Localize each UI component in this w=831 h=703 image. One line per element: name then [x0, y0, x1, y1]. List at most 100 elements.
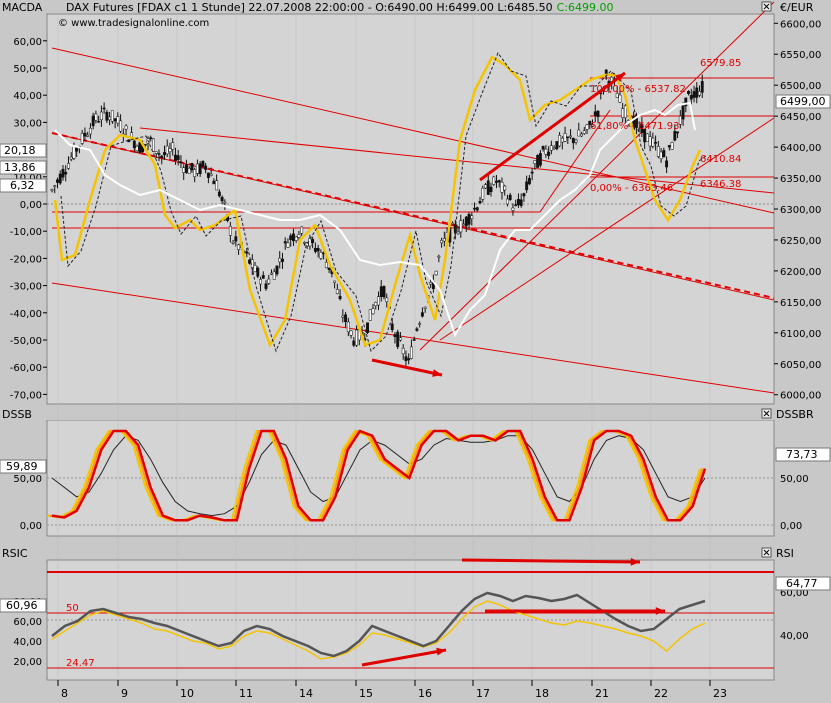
candle-body — [212, 180, 216, 185]
candle-body — [319, 252, 323, 259]
candle-body — [231, 241, 235, 244]
x-axis-label: 15 — [359, 687, 373, 700]
candle-body — [234, 236, 238, 242]
rsi-top-arrow — [461, 558, 641, 564]
dssb-left-label: DSSB — [2, 408, 32, 421]
x-axis-label: 23 — [713, 687, 727, 700]
price-axis-label: 6600,00 — [780, 19, 821, 30]
candle-body — [560, 137, 564, 143]
candle-body — [382, 286, 386, 298]
candle-body — [86, 134, 90, 137]
candle-body — [514, 204, 518, 207]
candle-body — [401, 347, 405, 355]
main-price-badge: 6499,00 — [775, 94, 831, 109]
candle-body — [108, 116, 112, 121]
candle-body — [527, 177, 531, 185]
candle-body — [591, 124, 594, 127]
price-axis-label: 6000,00 — [780, 391, 821, 402]
x-axis-label: 8 — [61, 687, 68, 700]
candle-body — [311, 239, 315, 243]
candle-body — [341, 315, 345, 318]
candle-body — [467, 213, 471, 225]
candle-body — [346, 321, 350, 332]
x-axis-label: 14 — [299, 687, 313, 700]
candle-body — [261, 275, 265, 279]
macd-axis-label: 30,00 — [13, 118, 42, 129]
candle-body — [698, 91, 701, 96]
candle-body — [209, 173, 213, 176]
svg-text:73,73: 73,73 — [786, 448, 818, 461]
candle-body — [259, 279, 262, 285]
channel-bottom-line — [51, 282, 775, 394]
candle-body — [423, 306, 427, 309]
candle-body — [462, 223, 466, 226]
candle-body — [659, 151, 663, 160]
dssb-right-badge: 73,73 — [775, 447, 831, 462]
candle-body — [379, 286, 383, 297]
svg-text:6499,00: 6499,00 — [780, 95, 826, 108]
x-axis-label: 10 — [180, 687, 194, 700]
candle-body — [344, 314, 348, 323]
candle-body — [440, 240, 444, 244]
rsic-left-label: RSIC — [2, 547, 28, 560]
low-divergence-arrow-head — [432, 369, 442, 377]
candle-body — [149, 137, 153, 140]
dssb-header-bar — [0, 407, 831, 420]
candle-body — [489, 186, 493, 192]
candle-body — [245, 251, 249, 254]
rsic-close-icon[interactable] — [761, 547, 772, 558]
fib-slope-line — [539, 109, 611, 213]
candle-body — [237, 244, 241, 250]
candle-body — [656, 146, 660, 157]
candle-body — [574, 139, 578, 143]
candle-body — [157, 153, 161, 155]
candle-body — [50, 189, 54, 191]
price-axis-label: 6050,00 — [780, 360, 821, 371]
candle-body — [215, 180, 219, 191]
candle-body — [555, 141, 559, 150]
candle-body — [396, 331, 400, 347]
candle-body — [174, 154, 177, 161]
candle-body — [333, 280, 337, 283]
x-axis-label: 21 — [595, 687, 609, 700]
candle-body — [651, 137, 655, 147]
candle-body — [552, 147, 556, 150]
candle-body — [692, 91, 696, 98]
candle-body — [366, 322, 369, 333]
candle-body — [190, 162, 194, 171]
candle-body — [640, 123, 644, 133]
rsi-low-label: 24.47 — [66, 658, 95, 669]
candle-body — [102, 107, 106, 110]
price-axis-label: 6300,00 — [780, 205, 821, 216]
main-panel — [46, 13, 775, 405]
candle-body — [643, 129, 647, 143]
candle-body — [571, 138, 575, 144]
dssb-close-icon[interactable] — [761, 408, 772, 419]
candle-body — [278, 257, 282, 263]
candle-body — [519, 199, 523, 206]
candle-body — [689, 95, 693, 100]
macd-axis-label: 0,00 — [20, 200, 42, 211]
candle-body — [198, 163, 202, 174]
svg-text:60,96: 60,96 — [6, 599, 38, 612]
candle-body — [305, 242, 309, 247]
candle-body — [94, 113, 98, 121]
candle-body — [313, 247, 317, 252]
candle-body — [678, 115, 682, 125]
candle-body — [665, 160, 669, 168]
candle-body — [64, 171, 68, 175]
candle-body — [577, 129, 581, 137]
main-close-icon[interactable] — [761, 1, 772, 12]
candle-body — [700, 81, 704, 93]
candle-body — [695, 87, 699, 98]
candle-body — [484, 184, 487, 189]
rsi-axis-label: 60,00 — [780, 588, 809, 599]
candle-body — [637, 122, 641, 129]
candle-body — [390, 323, 394, 331]
candle-body — [324, 262, 328, 269]
candle-body — [91, 115, 95, 127]
main-left-label: MACDA — [2, 1, 43, 14]
candle-body — [316, 247, 320, 252]
candle-body — [220, 196, 224, 202]
candle-body — [393, 334, 397, 337]
